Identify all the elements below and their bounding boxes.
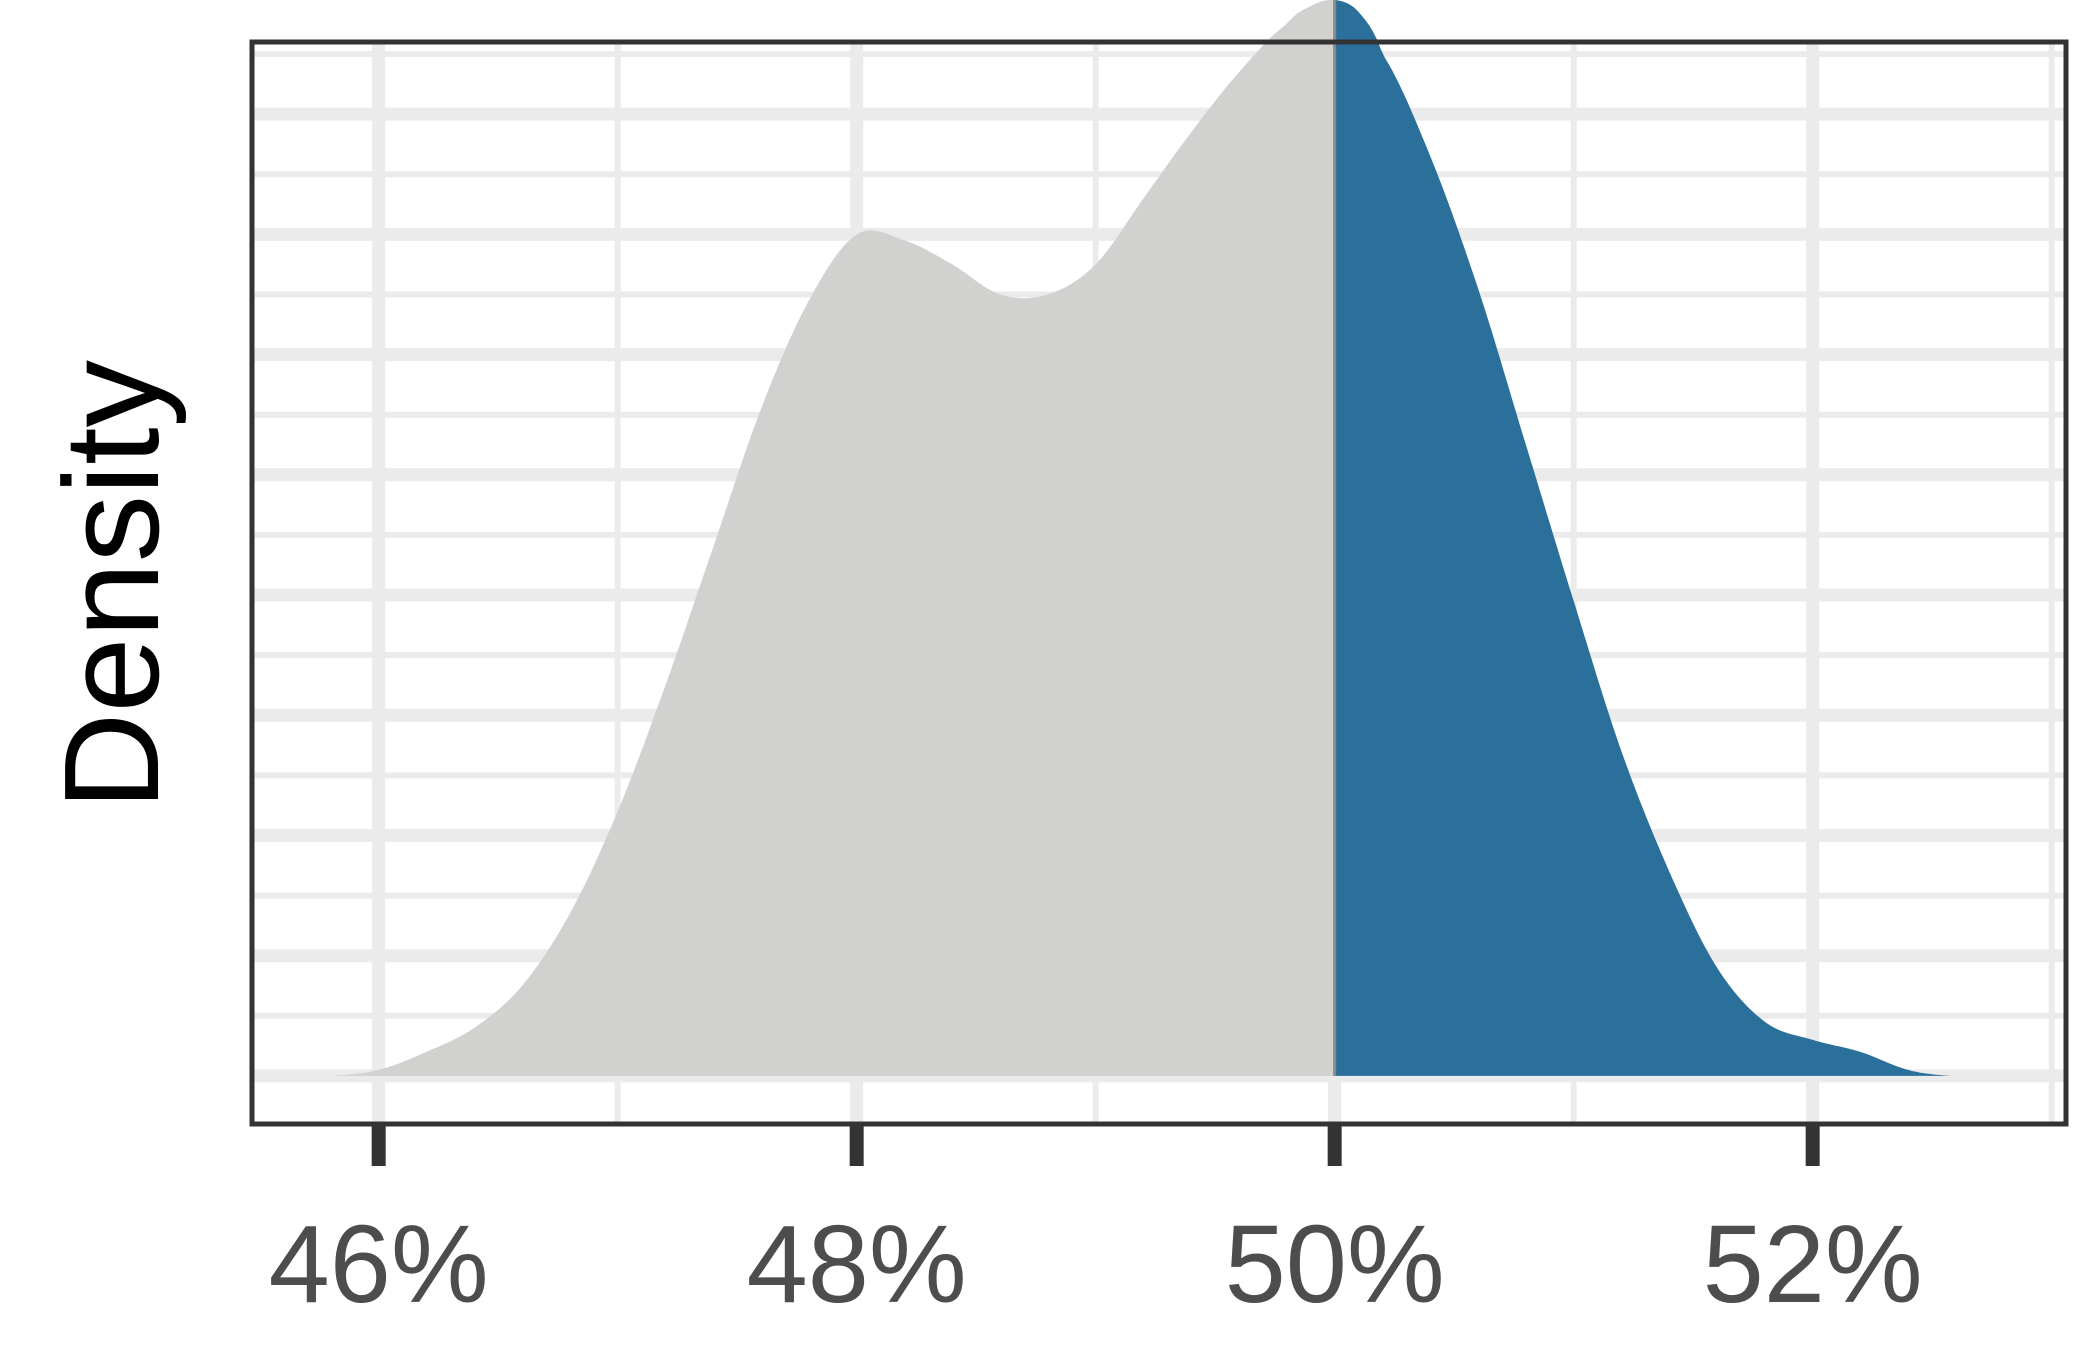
x-axis-ticks — [371, 1126, 1820, 1166]
x-tick-label: 52% — [1703, 1203, 1923, 1326]
density-area-below-threshold — [330, 0, 1335, 1076]
density-area-above-threshold — [1334, 0, 1952, 1076]
x-tick-label: 48% — [747, 1203, 967, 1326]
y-axis-title: Density — [36, 359, 187, 810]
x-tick-label: 46% — [269, 1203, 489, 1326]
x-tick-label: 50% — [1225, 1203, 1445, 1326]
panel-border — [249, 39, 2069, 1127]
x-axis-tick-labels: 46% 48% 50% 52% — [269, 1203, 1923, 1326]
